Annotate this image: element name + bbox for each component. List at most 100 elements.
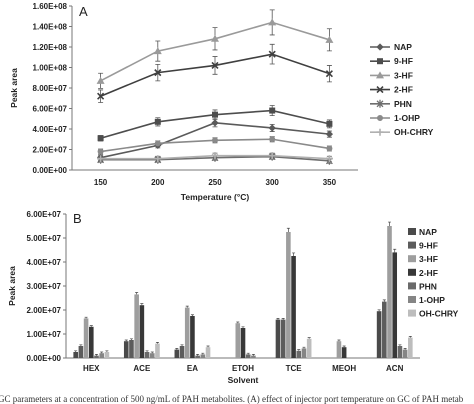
legend-label: NAP [394,42,412,52]
figure-caption: GC parameters at a concentration of 500 … [0,394,464,404]
error-bar [377,309,381,312]
legend-label: 2-HF [419,268,438,278]
legend-marker [376,99,384,108]
bar [205,347,211,358]
legend-label: 9-HF [394,56,413,66]
error-bar [393,248,397,253]
legend-swatch [408,228,416,235]
bar [123,341,129,358]
x-tick-label: ACE [133,364,151,373]
error-bar [175,348,179,350]
data-point [211,119,219,127]
legend-marker [376,86,384,94]
data-point [154,69,162,77]
y-tick-label: 2.00E+07 [33,146,68,155]
data-point [326,145,333,152]
bar [280,319,286,358]
bar [134,294,139,358]
error-bar [398,344,402,346]
y-tick-label: 5.00E+07 [27,234,62,243]
error-bar [286,227,290,232]
x-axis-title: Temperature (°C) [181,192,250,202]
data-point [268,18,277,26]
error-bar [307,337,311,339]
legend-label: 3-HF [394,70,413,80]
x-tick-label: 250 [208,178,222,187]
data-point [268,124,276,132]
bar [99,353,104,358]
error-bar [388,221,392,226]
bar [251,355,256,358]
x-tick-label: MEOH [332,364,356,373]
legend-swatch [408,282,416,290]
error-bar [94,354,98,356]
legend-marker [377,115,383,121]
data-point [268,50,276,58]
bar [296,350,302,358]
y-axis-title: Peak area [9,68,19,108]
bar [155,343,160,358]
bar [408,337,413,358]
data-point [154,155,162,163]
panel-label: B [73,211,82,226]
data-point [97,135,104,142]
data-point [211,61,219,70]
bar [387,226,392,358]
error-bar [89,325,93,327]
bar [397,346,403,358]
bar [139,305,145,358]
error-bar [155,342,159,344]
bar [286,232,291,358]
legend-marker [376,43,384,51]
x-tick-label: 150 [94,178,108,187]
y-axis-title: Peak area [7,266,17,306]
error-bar [281,318,285,320]
error-bar [150,351,154,354]
y-tick-label: 6.00E+07 [33,105,68,114]
data-point [212,111,218,118]
legend-label: NAP [419,227,437,237]
legend-label: 1-OHP [394,113,420,123]
error-bar [100,351,104,354]
y-tick-label: 1.20E+08 [33,43,68,52]
y-tick-label: 0.00E+00 [27,354,62,363]
bar [376,311,382,358]
error-bar [382,299,386,302]
bar [291,256,296,358]
bar [149,353,155,358]
error-bar [79,344,83,346]
bar [336,341,342,358]
bar [73,352,78,358]
bar [179,346,185,358]
y-tick-label: 4.00E+07 [27,258,62,267]
legend-label: 1-OHP [419,295,445,305]
data-point [212,137,218,144]
y-tick-label: 4.00E+07 [33,125,68,134]
y-tick-label: 2.00E+07 [27,306,62,315]
error-bar [337,339,341,342]
bar [341,347,347,358]
panel-a: 0.00E+00 2.00E+07 4.00E+07 6.00E+07 8.00E+07… [9,2,434,202]
data-point [325,35,334,43]
legend-label: OH-CHRY [419,309,459,319]
error-bar [241,326,245,328]
error-bar [236,321,240,324]
x-axis-title: Solvent [228,375,259,385]
error-bar [145,350,149,352]
error-bar [124,339,128,342]
error-bar [74,350,78,352]
data-point [96,76,105,84]
bar [402,349,408,358]
error-bar [140,303,144,306]
bar [184,307,190,358]
x-tick-label: EA [187,364,198,373]
legend-swatch [408,309,416,317]
y-tick-label: 1.00E+07 [27,330,62,339]
bar [83,318,89,358]
error-bar [190,314,194,316]
bar [301,348,307,358]
y-tick-label: 1.40E+08 [33,23,68,32]
bar [240,328,246,358]
error-bar [297,349,301,351]
